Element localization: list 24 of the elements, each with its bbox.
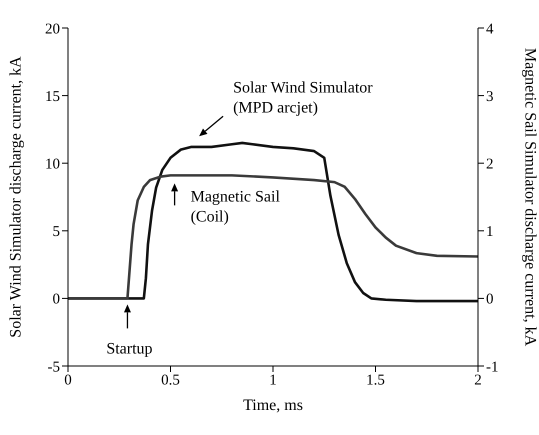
y2-tick-label: 3 xyxy=(486,88,494,105)
annotation: Magnetic Sail (Coil) xyxy=(190,188,280,226)
y-tick-label: 10 xyxy=(45,156,60,173)
y-axis-title: Solar Wind Simulator discharge current, kA xyxy=(8,56,25,338)
y-tick-label: 0 xyxy=(52,292,60,308)
x-tick-label: 2 xyxy=(474,372,482,389)
y2-tick-label: 2 xyxy=(486,156,494,173)
y2-tick-label: 4 xyxy=(486,21,494,38)
x-axis-title: Time, ms xyxy=(243,397,303,414)
y-tick-label: 5 xyxy=(52,224,60,240)
x-tick-label: 0.5 xyxy=(161,372,180,389)
x-tick-label: 0 xyxy=(64,372,72,389)
y2-tick-label: 1 xyxy=(486,224,494,240)
y-tick-label: -5 xyxy=(48,359,60,376)
line-series xyxy=(68,174,478,300)
annotation: Startup xyxy=(106,340,153,358)
x-tick-label: 1 xyxy=(269,372,277,389)
y-tick-label: 15 xyxy=(45,88,60,105)
x-tick-label: 1.5 xyxy=(366,372,385,389)
y2-tick-label: -1 xyxy=(486,359,498,376)
y-tick-label: 20 xyxy=(45,21,60,38)
y2-axis-title: Magnetic Sail Simulator discharge current, kA xyxy=(521,48,538,347)
y2-tick-label: 0 xyxy=(486,292,494,308)
annotation: Solar Wind Simulator (MPD arcjet) xyxy=(233,79,374,116)
